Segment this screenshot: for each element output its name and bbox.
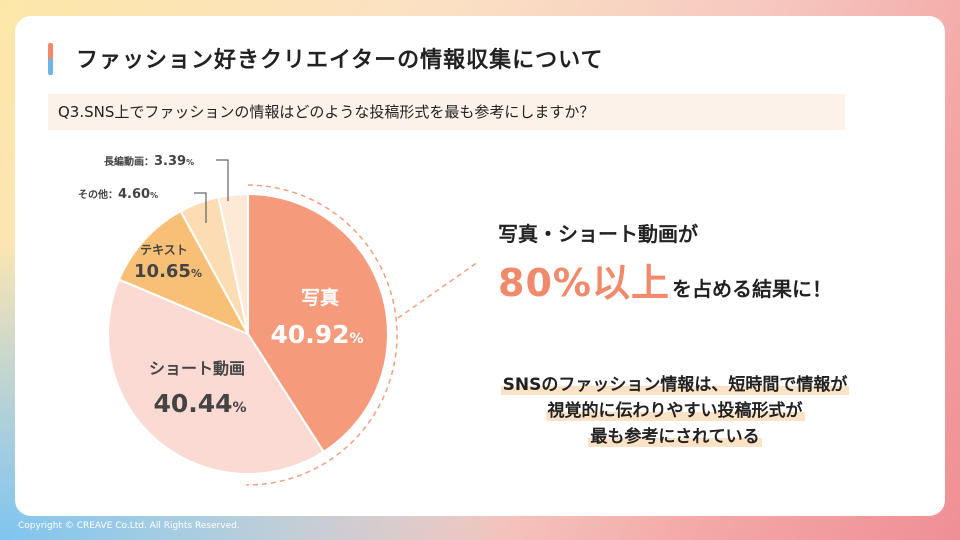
summary-line-3: 最も参考にされている (588, 427, 762, 447)
pie-slice-long-video (217, 192, 249, 335)
page-title: ファッション好きクリエイターの情報収集について (76, 48, 604, 73)
highlight-dashed-arc (245, 184, 398, 486)
copyright-footer: Copyright © CREAVE Co.Ltd. All Rights Re… (18, 521, 240, 531)
title-accent-bar (48, 43, 53, 75)
leader-line-long-video (216, 159, 229, 201)
slice-value-text: 10.65% (134, 261, 202, 282)
highlight-rest-text: を占める結果に！ (671, 277, 832, 301)
slice-label-long-video: 長編動画：3.39% (104, 154, 194, 169)
summary-line-2: 視覚的に伝わりやすい投稿形式が (545, 401, 805, 421)
highlight-line-1: 写真・ショート動画が (498, 222, 698, 246)
slice-label-other: その他：4.60% (78, 187, 158, 202)
slice-value-photo: 40.92% (270, 320, 363, 349)
highlight-dashed-connector (397, 261, 479, 319)
slice-label-text: テキスト (140, 243, 188, 257)
slice-value-short-video: 40.44% (153, 389, 246, 418)
highlight-big-number: 80%以上 (498, 261, 670, 305)
question-banner: Q3.SNS上でファッションの情報はどのような投稿形式を最も参考にしますか？ (48, 94, 845, 130)
slice-label-short-video: ショート動画 (149, 359, 245, 378)
pie-slice-text (117, 209, 251, 337)
leader-line-other (194, 192, 207, 223)
highlight-line-2: 80%以上 を占める結果に！ (498, 252, 832, 307)
pie-slice-short-video (107, 278, 325, 475)
summary-line-1: SNSのファッション情報は、短時間で情報が (500, 375, 850, 395)
slice-label-photo: 写真 (301, 286, 339, 309)
summary-text: SNSのファッション情報は、短時間で情報が 視覚的に伝わりやすい投稿形式が 最も… (440, 372, 910, 450)
